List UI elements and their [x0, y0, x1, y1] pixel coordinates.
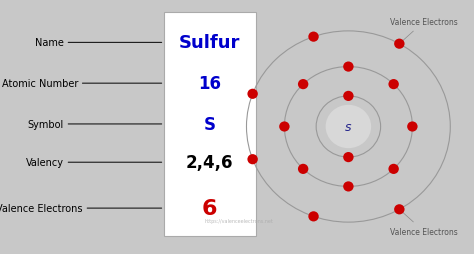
Ellipse shape [394, 39, 405, 50]
Ellipse shape [326, 105, 371, 149]
Text: Valence Electrons: Valence Electrons [0, 203, 83, 213]
Ellipse shape [298, 80, 309, 90]
Ellipse shape [388, 80, 399, 90]
Text: s: s [345, 121, 352, 133]
Text: 16: 16 [198, 75, 221, 93]
Text: Valence Electrons: Valence Electrons [390, 18, 457, 43]
Ellipse shape [279, 122, 290, 132]
Ellipse shape [247, 89, 258, 100]
Ellipse shape [407, 122, 418, 132]
Ellipse shape [308, 33, 319, 43]
Ellipse shape [343, 182, 354, 192]
Text: Symbol: Symbol [28, 119, 64, 130]
Text: 2,4,6: 2,4,6 [186, 154, 233, 171]
Ellipse shape [298, 164, 309, 174]
Ellipse shape [343, 91, 354, 102]
Text: Valency: Valency [26, 157, 64, 168]
Text: Sulfur: Sulfur [179, 34, 240, 52]
Text: Atomic Number: Atomic Number [2, 79, 78, 89]
Text: https://valenceelectrons.net: https://valenceelectrons.net [205, 218, 274, 224]
Text: Name: Name [35, 38, 64, 48]
Ellipse shape [247, 154, 258, 165]
Ellipse shape [394, 204, 405, 215]
Ellipse shape [343, 152, 354, 163]
Ellipse shape [343, 62, 354, 72]
Ellipse shape [388, 164, 399, 174]
Text: Valence Electrons: Valence Electrons [390, 211, 457, 236]
Bar [164, 13, 256, 236]
Text: S: S [203, 116, 216, 133]
Ellipse shape [308, 211, 319, 221]
Text: 6: 6 [202, 198, 217, 218]
